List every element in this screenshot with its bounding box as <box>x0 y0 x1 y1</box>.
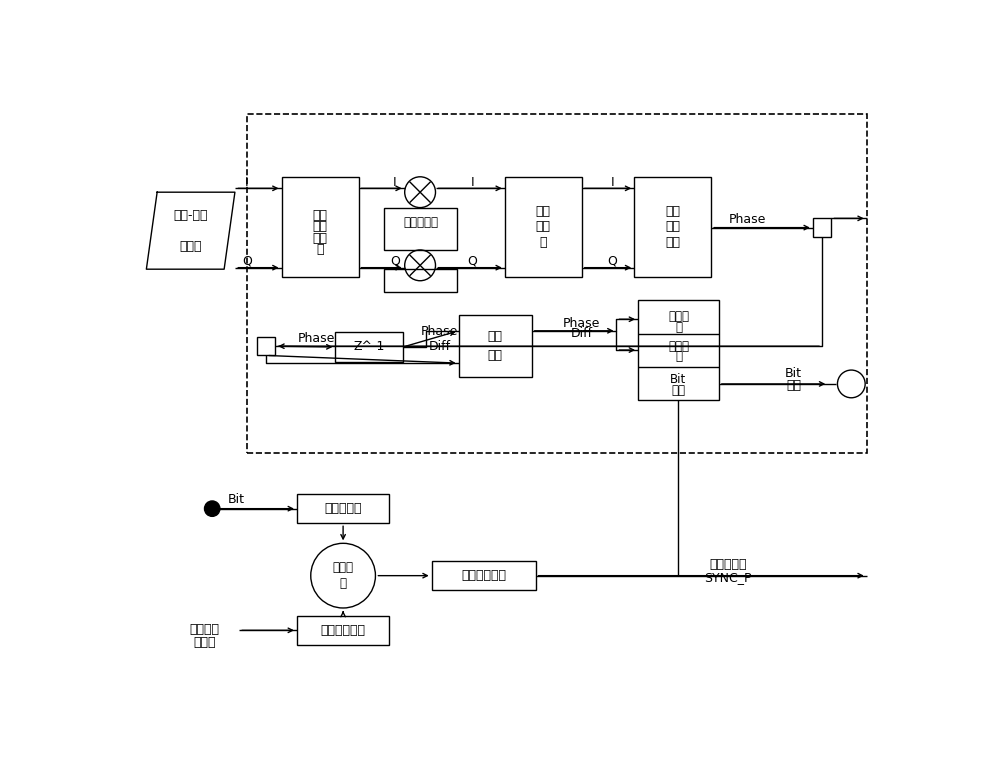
FancyBboxPatch shape <box>257 337 275 355</box>
Text: 频率补: 频率补 <box>668 339 689 352</box>
Text: 相位: 相位 <box>665 221 680 234</box>
Text: 时间: 时间 <box>665 205 680 218</box>
Text: Bit: Bit <box>228 493 245 506</box>
Text: 直流: 直流 <box>312 209 328 221</box>
Text: 滤波: 滤波 <box>312 232 328 245</box>
FancyBboxPatch shape <box>638 300 719 400</box>
Text: Phase: Phase <box>563 317 600 330</box>
FancyBboxPatch shape <box>335 333 403 361</box>
Text: SYNC_P: SYNC_P <box>704 571 752 584</box>
FancyBboxPatch shape <box>297 616 389 645</box>
FancyBboxPatch shape <box>813 218 831 237</box>
Text: 帧同步脉冲: 帧同步脉冲 <box>709 559 747 572</box>
Text: 结果侦测电路: 结果侦测电路 <box>461 569 506 582</box>
Text: 判决: 判决 <box>671 384 685 396</box>
Text: Bit: Bit <box>670 373 687 386</box>
Text: 滤波: 滤波 <box>536 221 551 234</box>
Text: 转换器: 转换器 <box>179 240 202 253</box>
Text: 消除: 消除 <box>312 221 328 234</box>
Text: Phase: Phase <box>297 332 335 345</box>
Text: 相位: 相位 <box>488 330 503 343</box>
Text: 器: 器 <box>316 244 324 256</box>
Text: I: I <box>611 176 614 189</box>
FancyBboxPatch shape <box>384 208 457 250</box>
Text: 通路: 通路 <box>536 205 551 218</box>
FancyBboxPatch shape <box>459 315 532 377</box>
Text: 地址码: 地址码 <box>193 636 216 649</box>
FancyBboxPatch shape <box>634 177 711 277</box>
Text: 数控振荡器: 数控振荡器 <box>403 216 438 229</box>
Text: Phase: Phase <box>729 213 766 227</box>
Text: 地址码寄存器: 地址码寄存器 <box>321 624 366 637</box>
FancyBboxPatch shape <box>297 494 389 524</box>
Text: 时序补: 时序补 <box>668 310 689 323</box>
Circle shape <box>205 501 220 517</box>
Text: 移位寄存器: 移位寄存器 <box>324 502 362 515</box>
Text: Z^-1: Z^-1 <box>354 340 385 353</box>
Text: Q: Q <box>608 255 618 268</box>
Text: 模拟-数字: 模拟-数字 <box>173 209 208 221</box>
Text: 偿: 偿 <box>675 351 682 364</box>
Text: 转换: 转换 <box>665 236 680 249</box>
FancyBboxPatch shape <box>432 561 536 591</box>
Text: 器: 器 <box>540 236 547 249</box>
Text: 码流: 码流 <box>786 379 801 392</box>
FancyBboxPatch shape <box>505 177 582 277</box>
Text: 偿: 偿 <box>675 321 682 334</box>
Text: Q: Q <box>242 255 252 268</box>
Text: Phase
Diff: Phase Diff <box>421 325 458 353</box>
Text: 外部输入: 外部输入 <box>190 623 220 636</box>
Text: Q: Q <box>390 255 400 268</box>
Text: 减法: 减法 <box>488 349 503 362</box>
Text: Bit: Bit <box>785 367 802 380</box>
Text: I: I <box>245 176 249 189</box>
FancyBboxPatch shape <box>384 269 457 292</box>
Text: 法: 法 <box>340 577 347 590</box>
Text: I: I <box>393 176 397 189</box>
Text: Q: Q <box>468 255 477 268</box>
Text: I: I <box>471 176 474 189</box>
Text: Diff: Diff <box>571 327 593 340</box>
Text: 相关算: 相关算 <box>333 562 354 575</box>
FancyBboxPatch shape <box>282 177 358 277</box>
